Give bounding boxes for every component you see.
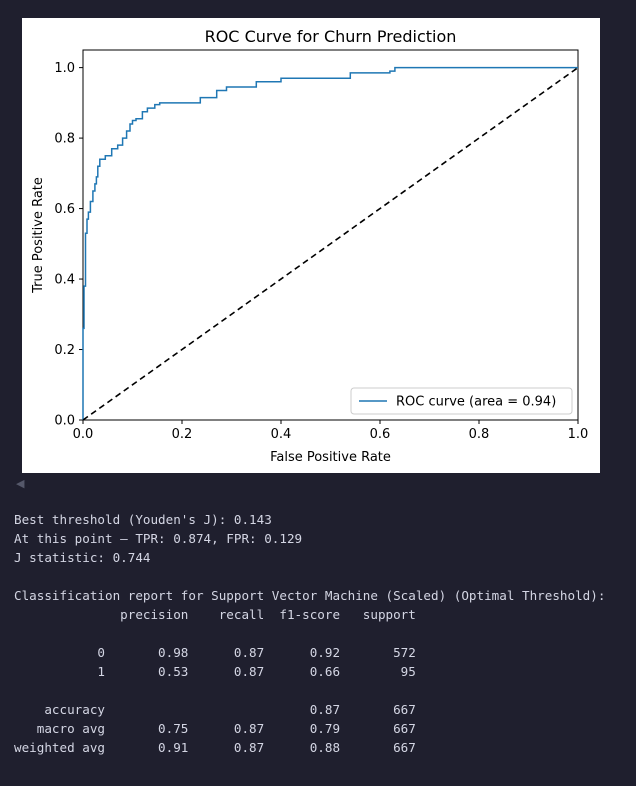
y-tick-label: 0.0 — [54, 414, 75, 429]
y-tick-label: 0.2 — [54, 343, 75, 358]
output-line: Classification report for Support Vector… — [14, 588, 606, 603]
output-line: 0 0.98 0.87 0.92 572 — [14, 645, 416, 660]
legend-label: ROC curve (area = 0.94) — [396, 395, 556, 410]
x-tick-label: 0.4 — [271, 427, 292, 442]
left-triangle-icon[interactable]: ◀ — [16, 477, 25, 490]
output-line: macro avg 0.75 0.87 0.79 667 — [14, 721, 416, 736]
chance-diagonal-line — [82, 66, 579, 421]
output-line — [14, 567, 605, 586]
y-axis-label: True Positive Rate — [31, 177, 46, 294]
output-line — [14, 681, 605, 700]
output-line: accuracy 0.87 667 — [14, 702, 416, 717]
roc-curve-line — [82, 66, 578, 420]
output-line: 1 0.53 0.87 0.66 95 — [14, 664, 416, 679]
chart-series — [82, 66, 579, 421]
output-line: J statistic: 0.744 — [14, 550, 151, 565]
output-line: precision recall f1-score support — [14, 607, 416, 622]
chart-title: ROC Curve for Churn Prediction — [205, 27, 457, 46]
legend-box — [350, 387, 573, 415]
x-tick-label: 0.8 — [469, 427, 490, 442]
output-line — [14, 624, 605, 643]
x-tick-label: 0.6 — [370, 427, 391, 442]
y-tick-label: 0.6 — [54, 202, 75, 217]
chart-ticks: 0.0 0.2 0.4 0.6 0.8 1.0 0.0 0.2 0.4 0.6 0.8 1.0 — [54, 61, 588, 442]
roc-chart-panel: 0.0 0.2 0.4 0.6 0.8 1.0 0.0 0.2 0.4 0.6 0.8 1.0 ROC… — [22, 18, 600, 473]
output-line: Best threshold (Youden's J): 0.143 — [14, 512, 272, 527]
y-tick-label: 0.8 — [54, 132, 75, 147]
x-axis-label: False Positive Rate — [270, 450, 391, 465]
x-tick-label: 0.2 — [172, 427, 193, 442]
console-output: Best threshold (Youden's J): 0.143 At thi… — [14, 510, 605, 757]
x-tick-label: 1.0 — [568, 427, 589, 442]
chart-legend: ROC curve (area = 0.94) — [350, 387, 573, 415]
output-line: At this point — TPR: 0.874, FPR: 0.129 — [14, 531, 303, 546]
roc-chart: 0.0 0.2 0.4 0.6 0.8 1.0 0.0 0.2 0.4 0.6 0.8 1.0 ROC… — [31, 27, 588, 465]
output-line: weighted avg 0.91 0.87 0.88 667 — [14, 740, 416, 755]
plot-frame — [82, 49, 579, 421]
y-tick-label: 1.0 — [54, 61, 75, 76]
x-tick-label: 0.0 — [73, 427, 94, 442]
y-tick-label: 0.4 — [54, 273, 75, 288]
chart-axes — [82, 49, 579, 421]
